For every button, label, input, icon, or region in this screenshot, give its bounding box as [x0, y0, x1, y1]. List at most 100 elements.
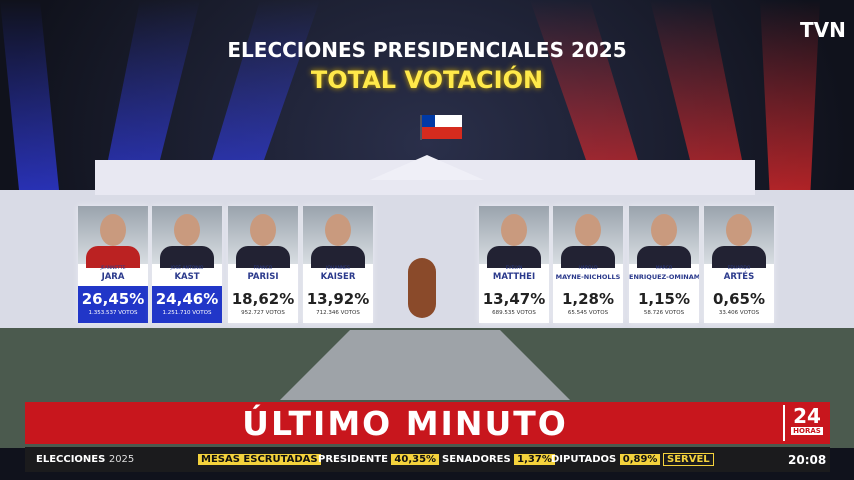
flag [422, 127, 462, 139]
head [726, 214, 752, 246]
ticker-item: PRESIDENTE 40,35% [318, 453, 440, 467]
item-label: PRESIDENTE [318, 454, 388, 465]
section-label: MESAS ESCRUTADAS [198, 454, 321, 465]
head [100, 214, 126, 246]
torso [160, 246, 214, 268]
last-name: ENRIQUEZ-OMINAMI [629, 273, 699, 281]
result-box: 1,15% 58.726 VOTOS [629, 286, 699, 323]
percent: 0,65% [712, 290, 766, 308]
channel-badge: 24 HORAS [783, 405, 829, 441]
first-name: FRANCO [253, 266, 273, 271]
candidate-card: MARCO ENRIQUEZ-OMINAMI 1,15% 58.726 VOTOS [629, 206, 699, 323]
last-name: MATTHEI [492, 272, 536, 282]
torso [86, 246, 140, 268]
brand-year: 2025 [108, 454, 135, 465]
percent: 13,92% [306, 290, 370, 308]
votes: 33.406 VOTOS [718, 310, 760, 316]
item-label: DIPUTADOS [551, 454, 617, 465]
candidate-card: FRANCO PARISI 18,62% 952.727 VOTOS [228, 206, 298, 323]
votes: 58.726 VOTOS [643, 310, 685, 316]
channel-name: HORAS [791, 427, 823, 435]
head [501, 214, 527, 246]
result-box: 1,28% 65.545 VOTOS [553, 286, 623, 323]
light-beam [530, 0, 650, 200]
banner: ÚLTIMO MINUTO 24 HORAS [25, 402, 830, 444]
walkway [280, 330, 570, 400]
percent: 26,45% [81, 290, 145, 308]
title: ELECCIONES PRESIDENCIALES 2025 [227, 38, 627, 62]
percent: 1,28% [561, 290, 615, 308]
candidate-card: JOHANNES KAISER 13,92% 712.346 VOTOS [303, 206, 373, 323]
votes: 712.346 VOTOS [316, 310, 360, 316]
first-name: JEANNETTE [100, 266, 126, 271]
torso [561, 246, 615, 268]
item-value: 1,37% [514, 454, 555, 465]
light-beam [200, 0, 320, 200]
first-name: EVELYN [505, 266, 523, 271]
result-box: 13,92% 712.346 VOTOS [303, 286, 373, 323]
candidate-photo [152, 206, 222, 268]
head [325, 214, 351, 246]
brand: ELECCIONES [36, 454, 106, 465]
light-beam [760, 0, 820, 200]
first-name: JOSÉ ANTONIO [170, 266, 204, 271]
first-name: JOHANNES [326, 266, 350, 271]
percent: 18,62% [231, 290, 295, 308]
source: SERVEL [663, 453, 714, 466]
head [250, 214, 276, 246]
candidate-photo [629, 206, 699, 268]
candidate-card: JEANNETTE JARA 26,45% 1.353.537 VOTOS [78, 206, 148, 323]
first-name: EDUARDO [727, 266, 751, 271]
percent: 13,47% [482, 290, 546, 308]
torso [311, 246, 365, 268]
last-name: KAISER [320, 272, 356, 282]
candidate-card: JOSÉ ANTONIO KAST 24,46% 1.251.710 VOTOS [152, 206, 222, 323]
channel-number: 24 [793, 404, 821, 428]
candidate-card: HAROLD MAYNE-NICHOLLS 1,28% 65.545 VOTOS [553, 206, 623, 323]
votes: 1.353.537 VOTOS [88, 310, 138, 316]
result-box: 13,47% 689.535 VOTOS [479, 286, 549, 323]
result-box: 0,65% 33.406 VOTOS [704, 286, 774, 323]
last-name: MAYNE-NICHOLLS [555, 273, 621, 281]
candidate-photo [553, 206, 623, 268]
channel-logo: TVN [800, 18, 846, 42]
candidate-photo [704, 206, 774, 268]
pediment [370, 155, 484, 180]
item-value: 0,89% [619, 454, 661, 465]
light-beam [0, 0, 60, 200]
last-name: JARA [101, 272, 125, 282]
banner-text: ÚLTIMO MINUTO [242, 404, 568, 443]
candidate-photo [479, 206, 549, 268]
ticker-brand: ELECCIONES 2025 [36, 453, 134, 467]
candidate-photo [78, 206, 148, 268]
result-box: 26,45% 1.353.537 VOTOS [78, 286, 148, 323]
torso [637, 246, 691, 268]
light-beam [100, 0, 200, 200]
ticker-item: DIPUTADOS 0,89% [551, 453, 661, 467]
last-name: KAST [174, 272, 200, 282]
first-name: MARCO [655, 266, 673, 271]
votes: 65.545 VOTOS [567, 310, 609, 316]
candidate-card: EVELYN MATTHEI 13,47% 689.535 VOTOS [479, 206, 549, 323]
head [651, 214, 677, 246]
subtitle: TOTAL VOTACIÓN [310, 66, 544, 94]
item-label: SENADORES [442, 454, 511, 465]
last-name: PARISI [247, 272, 279, 282]
candidate-card: EDUARDO ARTÉS 0,65% 33.406 VOTOS [704, 206, 774, 323]
votes: 689.535 VOTOS [492, 310, 536, 316]
last-name: ARTÉS [723, 272, 755, 282]
item-value: 40,35% [391, 454, 440, 465]
votes: 952.727 VOTOS [241, 310, 285, 316]
percent: 24,46% [155, 290, 219, 308]
torso [487, 246, 541, 268]
head [174, 214, 200, 246]
head [575, 214, 601, 246]
percent: 1,15% [637, 290, 691, 308]
flag [422, 115, 435, 127]
torso [236, 246, 290, 268]
result-box: 18,62% 952.727 VOTOS [228, 286, 298, 323]
palace-door [408, 258, 436, 318]
light-beam [650, 0, 750, 200]
ticker-item: SENADORES 1,37% [442, 453, 555, 467]
votes: 1.251.710 VOTOS [162, 310, 212, 316]
